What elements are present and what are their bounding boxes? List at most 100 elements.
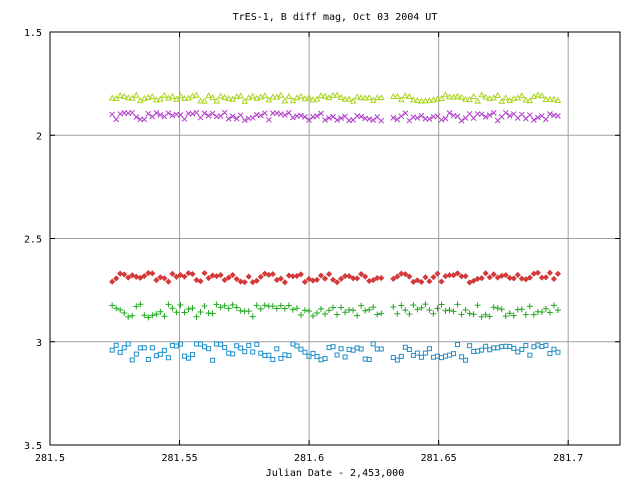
data-point [527, 352, 533, 358]
data-point [297, 271, 304, 278]
data-point [270, 356, 276, 362]
data-point [350, 275, 357, 282]
data-point [169, 112, 176, 119]
data-point [401, 92, 409, 99]
data-point [282, 352, 288, 358]
data-point [258, 350, 264, 356]
data-point [306, 353, 312, 359]
data-point [201, 110, 208, 117]
data-point [141, 312, 148, 319]
data-point [486, 274, 493, 281]
data-point [294, 343, 300, 349]
data-point [410, 278, 417, 285]
data-point [482, 270, 489, 277]
data-point [430, 96, 437, 103]
data-point [422, 301, 429, 308]
data-point [145, 314, 152, 321]
data-point [365, 94, 373, 101]
data-point [434, 270, 441, 277]
data-point [305, 307, 312, 314]
data-point [281, 305, 288, 312]
data-point [458, 93, 465, 100]
data-point [285, 302, 292, 309]
data-point [486, 112, 493, 118]
data-point [309, 96, 317, 103]
data-point [333, 91, 341, 98]
data-point [313, 310, 320, 317]
data-point [357, 94, 365, 101]
data-point [422, 97, 429, 104]
data-point [281, 279, 288, 286]
data-point [398, 302, 405, 309]
data-point [141, 116, 148, 123]
data-point [554, 270, 562, 277]
data-point [518, 92, 526, 99]
data-point [181, 116, 188, 122]
data-point [185, 306, 192, 313]
data-point [450, 272, 457, 279]
data-point [169, 92, 176, 99]
series-diamond [109, 269, 562, 286]
data-point [402, 344, 408, 350]
data-point [234, 343, 240, 349]
data-point [214, 341, 220, 347]
data-point [366, 306, 373, 313]
data-point [226, 350, 232, 356]
data-point [169, 305, 176, 312]
x-tick-label: 281.55 [161, 453, 197, 464]
data-point [241, 117, 248, 124]
data-point [446, 307, 453, 314]
data-point [190, 352, 195, 358]
data-point [109, 302, 116, 309]
data-point [374, 346, 380, 352]
x-axis-label: Julian Date - 2,453,000 [266, 468, 404, 479]
data-point [394, 116, 401, 123]
y-tick-label: 3 [36, 338, 42, 349]
data-point [414, 115, 421, 121]
data-point [177, 301, 184, 308]
data-point [550, 302, 557, 309]
data-point [490, 271, 497, 278]
data-point [245, 273, 252, 280]
data-point [153, 311, 160, 318]
data-point [418, 97, 425, 104]
data-point [209, 110, 216, 117]
x-tick-label: 281.5 [35, 453, 65, 464]
data-point [194, 341, 200, 347]
data-point [506, 112, 513, 119]
data-point [113, 305, 120, 312]
data-point [447, 352, 453, 358]
data-point [132, 91, 140, 98]
data-point [165, 301, 172, 308]
data-point [161, 313, 168, 320]
data-point [410, 352, 416, 358]
data-point [301, 95, 309, 102]
data-point [502, 313, 509, 320]
data-point [490, 304, 497, 311]
data-point [374, 311, 381, 318]
data-point [173, 273, 180, 280]
data-point [313, 276, 321, 283]
data-point [361, 94, 369, 101]
data-point [157, 111, 164, 118]
data-point [325, 271, 333, 278]
data-point [543, 342, 549, 348]
data-point [153, 353, 159, 359]
data-point [414, 277, 421, 284]
data-point [317, 272, 325, 279]
data-point [538, 92, 546, 99]
data-point [112, 94, 120, 101]
data-point [354, 312, 361, 319]
data-point [422, 350, 428, 356]
data-point [238, 345, 244, 351]
data-point [370, 117, 377, 123]
data-point [285, 272, 292, 279]
data-point [181, 309, 188, 316]
data-point [550, 275, 557, 282]
data-point [543, 116, 549, 123]
data-point [499, 344, 505, 350]
data-point [486, 95, 494, 102]
data-point [373, 94, 381, 101]
data-point [145, 110, 152, 117]
data-point [515, 349, 521, 355]
